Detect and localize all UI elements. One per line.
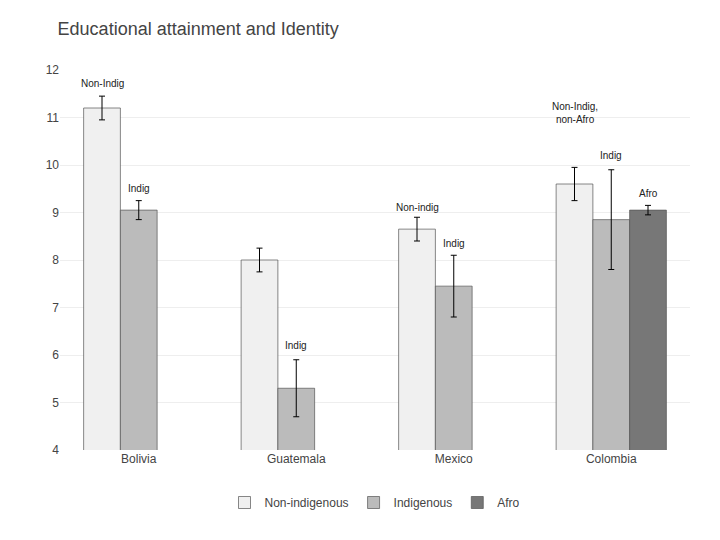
svg-text:Guatemala: Guatemala bbox=[267, 452, 326, 466]
svg-text:11: 11 bbox=[47, 111, 60, 125]
svg-text:6: 6 bbox=[52, 348, 59, 362]
svg-text:10: 10 bbox=[46, 158, 60, 172]
svg-text:5: 5 bbox=[52, 396, 59, 410]
svg-text:Indig: Indig bbox=[285, 340, 307, 351]
svg-text:Non-Indig,non-Afro: Non-Indig,non-Afro bbox=[552, 101, 598, 125]
svg-text:Non-Indig: Non-Indig bbox=[81, 78, 124, 89]
svg-text:4: 4 bbox=[52, 443, 59, 457]
svg-text:Colombia: Colombia bbox=[586, 452, 637, 466]
svg-text:Educational attainment and Ide: Educational attainment and Identity bbox=[58, 19, 339, 39]
svg-text:7: 7 bbox=[52, 301, 59, 315]
svg-text:Afro: Afro bbox=[497, 496, 519, 510]
svg-text:Indig: Indig bbox=[443, 238, 465, 249]
svg-text:Non-indigenous: Non-indigenous bbox=[265, 496, 349, 510]
svg-text:Mexico: Mexico bbox=[435, 452, 473, 466]
svg-text:Afro: Afro bbox=[639, 188, 658, 199]
svg-text:Indigenous: Indigenous bbox=[394, 496, 453, 510]
svg-text:12: 12 bbox=[46, 63, 60, 77]
svg-text:8: 8 bbox=[52, 253, 59, 267]
svg-text:Non-indig: Non-indig bbox=[396, 202, 439, 213]
svg-text:9: 9 bbox=[52, 206, 59, 220]
svg-text:Bolivia: Bolivia bbox=[121, 452, 157, 466]
svg-text:Indig: Indig bbox=[600, 150, 622, 161]
svg-text:Indig: Indig bbox=[128, 183, 150, 194]
